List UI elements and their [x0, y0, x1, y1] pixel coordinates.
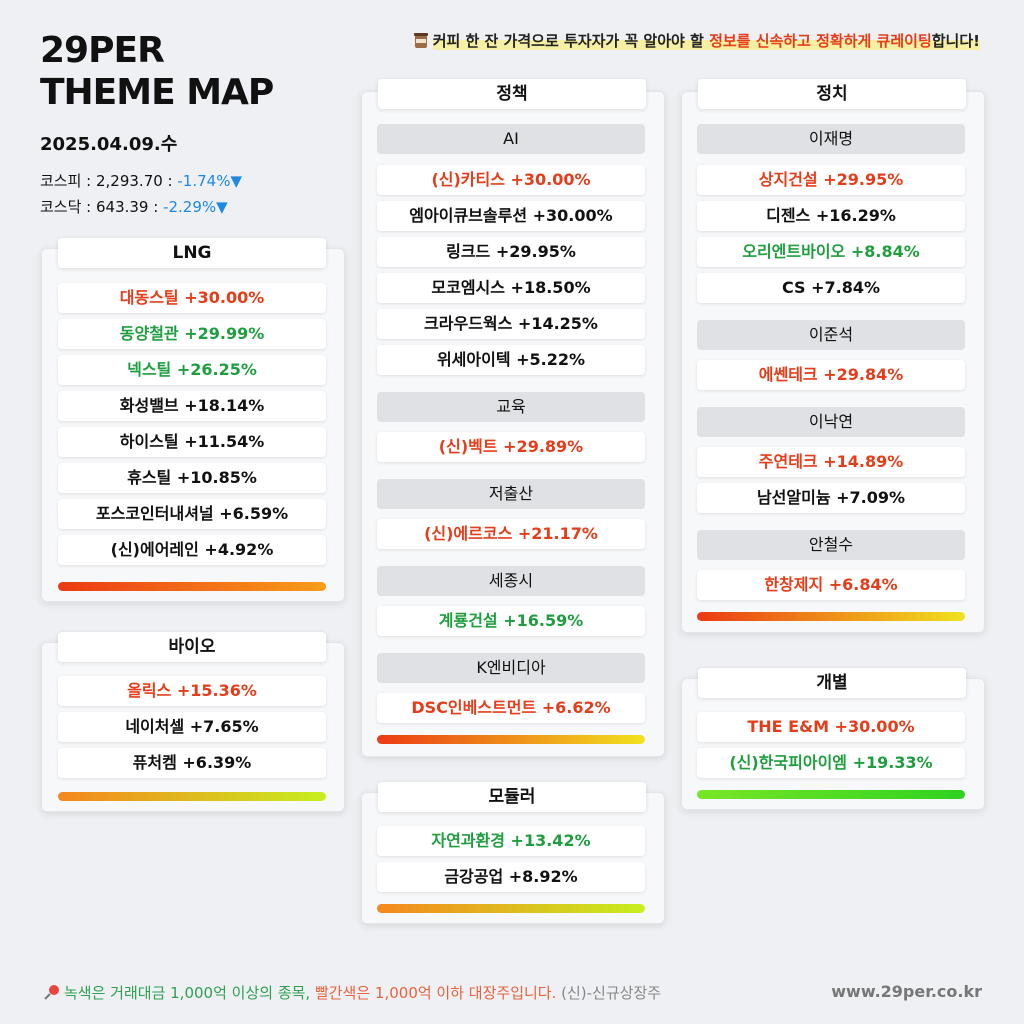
panel-title-politics: 정치 [698, 79, 966, 109]
stock-row: 한창제지 +6.84% [697, 570, 965, 600]
stock-row: 엠아이큐브솔루션 +30.00% [377, 201, 645, 231]
color-bar [58, 582, 326, 591]
kosdaq-label: 코스닥 : 643.39 : [40, 198, 164, 216]
tagline-highlight: 정보를 신속하고 정확하게 큐레이팅 [709, 32, 932, 50]
stock-row: 오리엔트바이오 +8.84% [697, 237, 965, 267]
subgroup-header: K엔비디아 [377, 653, 645, 683]
subgroup-header: 세종시 [377, 566, 645, 596]
stock-row: 남선알미늄 +7.09% [697, 483, 965, 513]
kospi-label: 코스피 : 2,293.70 : [40, 172, 178, 190]
panel-title-modular: 모듈러 [378, 782, 646, 812]
subgroup-header: 이준석 [697, 320, 965, 350]
subgroup-header: 안철수 [697, 530, 965, 560]
color-bar [697, 612, 965, 621]
panel-modular [361, 792, 665, 924]
tagline-prefix: 커피 한 잔 가격으로 투자자가 꼭 알아야 할 [432, 32, 710, 50]
subgroup-header: 저출산 [377, 479, 645, 509]
report-date: 2025.04.09.수 [40, 134, 178, 155]
stock-row: 위세아이텍 +5.22% [377, 345, 645, 375]
kospi-change: -1.74%▼ [177, 172, 242, 190]
footer-note: 녹색은 거래대금 1,000억 이상의 종목, 빨간색은 1,000억 이하 대… [44, 982, 661, 1004]
subgroup-header: 이재명 [697, 124, 965, 154]
stock-row: 계룡건설 +16.59% [377, 606, 645, 636]
stock-row: 네이처셀 +7.65% [58, 712, 326, 742]
color-bar [697, 790, 965, 799]
tagline-suffix: 합니다! [931, 32, 980, 50]
stock-row: 모코엠시스 +18.50% [377, 273, 645, 303]
footer-red-note: 빨간색은 1,000억 이하 대장주입니다. [314, 984, 557, 1002]
stock-row: 링크드 +29.95% [377, 237, 645, 267]
kosdaq-index: 코스닥 : 643.39 : -2.29%▼ [40, 196, 228, 217]
stock-row: 포스코인터내셔널 +6.59% [58, 499, 326, 529]
color-bar [377, 735, 645, 744]
subgroup-header: 이낙연 [697, 407, 965, 437]
stock-row: 금강공업 +8.92% [377, 862, 645, 892]
subgroup-header: 교육 [377, 392, 645, 422]
stock-row: 휴스틸 +10.85% [58, 463, 326, 493]
color-bar [377, 904, 645, 913]
footer-green-note: 녹색은 거래대금 1,000억 이상의 종목, [64, 984, 315, 1002]
stock-row: 동양철관 +29.99% [58, 319, 326, 349]
panel-individual [681, 678, 985, 810]
stock-row: 디젠스 +16.29% [697, 201, 965, 231]
kosdaq-change: -2.29%▼ [163, 198, 228, 216]
stock-row: THE E&M +30.00% [697, 712, 965, 742]
stock-row: 상지건설 +29.95% [697, 165, 965, 195]
coffee-cup-icon [413, 31, 429, 53]
brand-line2: THEME MAP [40, 72, 274, 113]
stock-row: CS +7.84% [697, 273, 965, 303]
subgroup-header: AI [377, 124, 645, 154]
stock-row: 대동스틸 +30.00% [58, 283, 326, 313]
stock-row: (신)벡트 +29.89% [377, 432, 645, 462]
kospi-index: 코스피 : 2,293.70 : -1.74%▼ [40, 170, 242, 191]
footer-new-note: (신)-신규상장주 [556, 984, 662, 1002]
stock-row: 넥스틸 +26.25% [58, 355, 326, 385]
panel-title-bio: 바이오 [58, 632, 326, 662]
panel-title-individual: 개별 [698, 668, 966, 698]
stock-row: (신)에르코스 +21.17% [377, 519, 645, 549]
stock-row: 하이스틸 +11.54% [58, 427, 326, 457]
website-link[interactable]: www.29per.co.kr [831, 982, 982, 1001]
stock-row: 화성밸브 +18.14% [58, 391, 326, 421]
brand-logo: 29PER THEME MAP [40, 30, 274, 114]
stock-row: (신)에어레인 +4.92% [58, 535, 326, 565]
pushpin-icon [44, 984, 60, 1004]
stock-row: 크라우드웍스 +14.25% [377, 309, 645, 339]
brand-line1: 29PER [40, 30, 165, 71]
panel-title-policy: 정책 [378, 79, 646, 109]
stock-row: 에쎈테크 +29.84% [697, 360, 965, 390]
stock-row: DSC인베스트먼트 +6.62% [377, 693, 645, 723]
stock-row: (신)카티스 +30.00% [377, 165, 645, 195]
stock-row: 자연과환경 +13.42% [377, 826, 645, 856]
stock-row: (신)한국피아이엠 +19.33% [697, 748, 965, 778]
panel-title-lng: LNG [58, 238, 326, 268]
stock-row: 주연테크 +14.89% [697, 447, 965, 477]
color-bar [58, 792, 326, 801]
stock-row: 퓨처켐 +6.39% [58, 748, 326, 778]
stock-row: 올릭스 +15.36% [58, 676, 326, 706]
tagline: 커피 한 잔 가격으로 투자자가 꼭 알아야 할 정보를 신속하고 정확하게 큐… [413, 30, 980, 53]
